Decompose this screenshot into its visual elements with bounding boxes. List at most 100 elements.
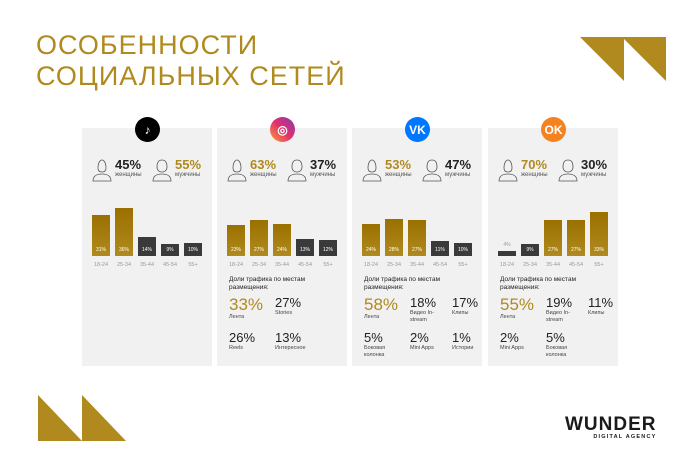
stat-label: Боковая колонка (364, 345, 386, 358)
traffic-stat: 5% Боковая колонка (364, 331, 404, 358)
stat-value: 26% (229, 330, 256, 345)
age-bar: 27% (408, 220, 426, 256)
age-bar: 27% (544, 220, 562, 256)
traffic-title: Доли трафика по местам размещения: (229, 276, 306, 291)
age-bar: 36% (115, 208, 133, 256)
age-bar: 13% (296, 238, 314, 256)
stat-label: Stories (275, 310, 293, 316)
stat-label: Боковая колонка (546, 345, 568, 358)
women-share: 70% женщины (498, 158, 548, 187)
age-chart: 23% 18-24 27% 25-34 24% 35-44 13% 45-54 12% … (227, 188, 339, 268)
ok-icon: OK (541, 117, 566, 142)
age-label: 55+ (594, 262, 604, 268)
age-label: 55+ (323, 262, 333, 268)
stat-value: 1% (452, 330, 471, 345)
women-percent: 45% (115, 157, 142, 172)
stat-value: 27% (275, 295, 302, 310)
traffic-stat: 2% Mini Apps (500, 331, 540, 352)
card-odnoklassniki: OK 70% женщины 30% мужчины 4% 18-24 9% 25-3… (488, 117, 618, 366)
stat-label: Интересное (275, 345, 306, 351)
stat-label: Истории (452, 345, 474, 351)
stat-label: Видео In-stream (546, 310, 571, 323)
title-line-2: СОЦИАЛЬНЫХ СЕТЕЙ (36, 61, 346, 91)
age-label: 18-24 (499, 262, 515, 268)
women-share: 53% женщины (362, 158, 412, 187)
age-chart: 31% 18-24 36% 25-34 14% 35-44 9% 45-54 10% 5… (92, 188, 204, 268)
women-label: женщины (385, 172, 412, 178)
stat-label: Mini Apps (500, 345, 524, 351)
bar-label: 9% (526, 247, 534, 253)
traffic-stat: 27% Stories (275, 296, 315, 317)
stat-label: Лента (229, 314, 245, 320)
bar-label: 9% (166, 247, 174, 253)
stat-value: 5% (364, 330, 383, 345)
bar-label: 4% (503, 241, 511, 248)
wunder-logo: WUNDER DIGITAL AGENCY (565, 415, 657, 440)
men-share: 30% мужчины (558, 158, 607, 187)
decor-triangles-bottom (38, 395, 126, 441)
age-label: 45-54 (568, 262, 584, 268)
age-chart: 24% 18-24 28% 25-34 27% 35-44 11% 45-54 10% … (362, 188, 474, 268)
age-bar: 11% (431, 241, 449, 256)
bar-label: 36% (118, 247, 129, 253)
men-share: 37% мужчины (287, 158, 336, 187)
bar-label: 31% (95, 247, 106, 253)
age-bar: 24% (273, 224, 291, 256)
traffic-stat: 11% Клипы (588, 296, 628, 317)
stat-value: 33% (229, 295, 264, 314)
stat-value: 19% (546, 295, 573, 310)
women-percent: 63% (250, 157, 277, 172)
vk-icon: VK (405, 117, 430, 142)
male-icon (287, 158, 307, 187)
age-chart: 4% 18-24 9% 25-34 27% 35-44 27% 45-54 33% 55… (498, 188, 610, 268)
men-percent: 37% (310, 157, 337, 172)
stat-value: 18% (410, 295, 437, 310)
bar-label: 10% (187, 247, 198, 253)
traffic-stat: 5% Боковая колонка (546, 331, 586, 358)
stat-value: 2% (410, 330, 429, 345)
men-label: мужчины (175, 172, 201, 178)
age-label: 35-44 (409, 262, 425, 268)
age-label: 45-54 (297, 262, 313, 268)
traffic-stat: 17% Клипы (452, 296, 492, 317)
bar-label: 24% (276, 247, 287, 253)
men-share: 55% мужчины (152, 158, 201, 187)
bar-label: 23% (230, 247, 241, 253)
men-percent: 30% (581, 157, 608, 172)
bar-label: 12% (322, 247, 333, 253)
female-icon (227, 158, 247, 187)
age-label: 45-54 (162, 262, 178, 268)
age-bar: 10% (184, 242, 202, 256)
stat-label: Лента (364, 314, 380, 320)
traffic-stat: 18% Видео In-stream (410, 296, 450, 323)
age-label: 25-34 (116, 262, 132, 268)
traffic-stat: 1% Истории (452, 331, 492, 352)
bar-label: 13% (299, 247, 310, 253)
traffic-title: Доли трафика по местам размещения: (500, 276, 577, 291)
age-bar: 24% (362, 224, 380, 256)
bar-label: 10% (457, 247, 468, 253)
male-icon (152, 158, 172, 187)
age-bar: 14% (138, 237, 156, 256)
stat-value: 5% (546, 330, 565, 345)
stat-value: 17% (452, 295, 479, 310)
female-icon (498, 158, 518, 187)
stat-label: Reels (229, 345, 244, 351)
female-icon (92, 158, 112, 187)
men-percent: 47% (445, 157, 472, 172)
card-instagram: ◎ 63% женщины 37% мужчины 23% 18-24 27% 25-… (217, 117, 347, 366)
men-share: 47% мужчины (422, 158, 471, 187)
stat-value: 2% (500, 330, 519, 345)
traffic-stat: 19% Видео In-stream (546, 296, 586, 323)
card-vk: VK 53% женщины 47% мужчины 24% 18-24 28% 25… (352, 117, 482, 366)
card-tiktok: ♪ 45% женщины 55% мужчины 31% 18-24 36% 25-… (82, 117, 212, 366)
bar-label: 11% (435, 247, 445, 253)
age-label: 35-44 (274, 262, 290, 268)
bar-label: 28% (388, 247, 399, 253)
bar-label: 27% (570, 247, 581, 253)
age-label: 18-24 (228, 262, 244, 268)
traffic-title: Доли трафика по местам размещения: (364, 276, 441, 291)
instagram-icon: ◎ (270, 117, 295, 142)
age-bar: 9% (161, 244, 179, 256)
women-label: женщины (521, 172, 548, 178)
